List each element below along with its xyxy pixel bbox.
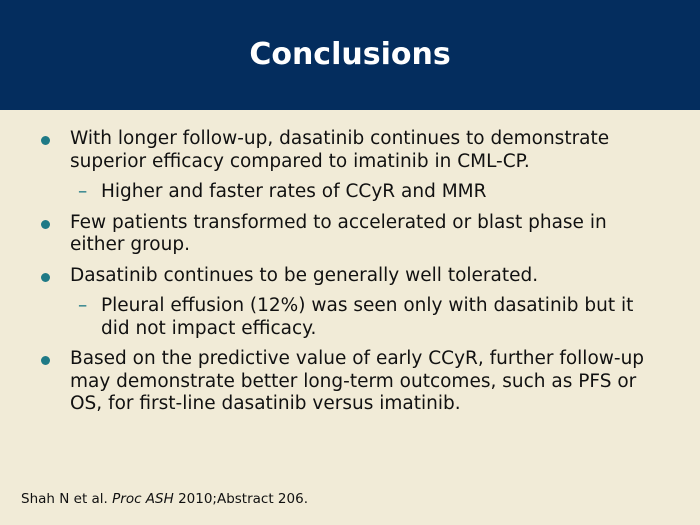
bullet-text: Few patients transformed to accelerated … bbox=[70, 211, 607, 256]
slide-content: With longer follow-up, dasatinib continu… bbox=[0, 128, 700, 424]
citation-journal: Proc ASH bbox=[112, 491, 174, 507]
bullet-item: Based on the predictive value of early C… bbox=[0, 348, 700, 416]
sub-bullet-text: Higher and faster rates of CCyR and MMR bbox=[101, 181, 487, 202]
bullet-item: With longer follow-up, dasatinib continu… bbox=[0, 128, 700, 173]
sub-bullet-item: – Pleural effusion (12%) was seen only w… bbox=[0, 295, 700, 340]
citation-details: 2010;Abstract 206. bbox=[178, 491, 308, 507]
bullet-text: Dasatinib continues to be generally well… bbox=[70, 264, 539, 286]
bullet-item: Dasatinib continues to be generally well… bbox=[0, 265, 700, 288]
sub-bullet-item: – Higher and faster rates of CCyR and MM… bbox=[0, 181, 700, 204]
bullet-dot-icon bbox=[41, 219, 50, 229]
citation-footer: Shah N et al. Proc ASH 2010;Abstract 206… bbox=[21, 490, 308, 508]
sub-bullet-text: Pleural effusion (12%) was seen only wit… bbox=[101, 295, 634, 339]
citation-authors: Shah N et al. bbox=[21, 491, 108, 507]
bullet-item: Few patients transformed to accelerated … bbox=[0, 212, 700, 257]
slide-title: Conclusions bbox=[249, 37, 451, 72]
dash-icon: – bbox=[78, 181, 88, 202]
bullet-dot-icon bbox=[41, 136, 50, 145]
bullet-text: With longer follow-up, dasatinib continu… bbox=[70, 128, 610, 172]
bullet-dot-icon bbox=[41, 356, 50, 365]
slide-header: Conclusions bbox=[0, 0, 700, 110]
dash-icon: – bbox=[78, 295, 88, 316]
bullet-text: Based on the predictive value of early C… bbox=[70, 348, 645, 414]
bullet-dot-icon bbox=[41, 272, 50, 282]
